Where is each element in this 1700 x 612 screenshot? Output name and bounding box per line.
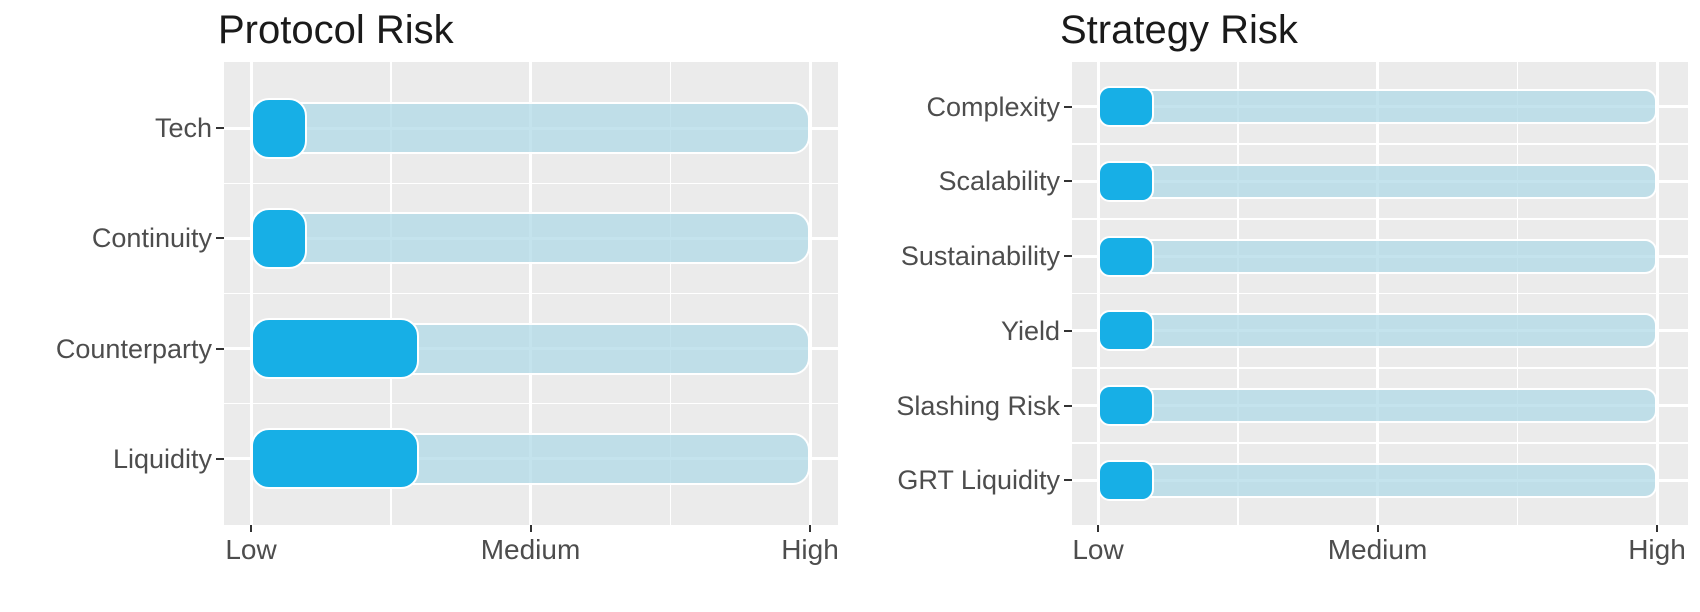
x-axis-label: Medium: [480, 534, 581, 565]
category-label: Scalability: [938, 166, 1060, 197]
category-label: Yield: [1000, 315, 1060, 346]
x-axis-tick: [529, 525, 532, 532]
risk-track-bar: [251, 102, 810, 155]
risk-value-bar: [1098, 235, 1154, 277]
category-label: GRT Liquidity: [897, 465, 1060, 496]
x-axis-tick: [1376, 525, 1379, 532]
x-axis-tick: [809, 525, 811, 532]
y-axis-tick: [1064, 255, 1072, 258]
category-label: Counterparty: [55, 333, 212, 364]
risk-value-bar: [1098, 310, 1154, 352]
y-axis-tick: [216, 237, 224, 240]
category-label: Slashing Risk: [896, 390, 1060, 421]
risk-value-bar: [251, 318, 419, 380]
risk-track-bar: [1098, 388, 1657, 424]
minor-gridline: [224, 182, 838, 184]
x-axis-label: High: [781, 534, 839, 565]
category-label: Liquidity: [112, 443, 212, 474]
x-axis-label: Low: [225, 534, 277, 565]
y-axis-tick: [1064, 479, 1072, 482]
x-axis-tick: [1097, 525, 1099, 532]
protocol-risk-plot-panel: [224, 62, 838, 525]
y-axis-tick: [216, 457, 224, 460]
risk-track-bar: [1098, 238, 1657, 274]
y-axis-tick: [1064, 180, 1072, 183]
risk-value-bar: [251, 428, 419, 490]
risk-track-bar: [1098, 89, 1657, 125]
strategy-risk-title: Strategy Risk: [1060, 8, 1298, 52]
risk-track-bar: [1098, 313, 1657, 349]
x-axis-label: Medium: [1327, 534, 1428, 565]
y-axis-tick: [1064, 105, 1072, 108]
x-axis-label: Low: [1072, 534, 1124, 565]
minor-gridline: [1072, 143, 1688, 145]
risk-track-bar: [1098, 163, 1657, 199]
category-label: Sustainability: [900, 241, 1060, 272]
minor-gridline: [1072, 367, 1688, 369]
x-axis-tick: [1656, 525, 1658, 532]
risk-value-bar: [1098, 160, 1154, 202]
y-axis-tick: [216, 127, 224, 130]
x-axis-tick: [250, 525, 252, 532]
minor-gridline: [1072, 218, 1688, 220]
risk-value-bar: [251, 207, 307, 269]
minor-gridline: [224, 402, 838, 405]
category-label: Tech: [154, 113, 212, 144]
protocol-risk-title: Protocol Risk: [218, 8, 454, 52]
risk-track-bar: [1098, 462, 1657, 498]
y-axis-tick: [1064, 404, 1072, 407]
risk-value-bar: [1098, 459, 1154, 501]
strategy-risk-plot-panel: [1072, 62, 1688, 525]
minor-gridline: [1072, 442, 1688, 444]
minor-gridline: [224, 292, 838, 295]
minor-gridline: [1072, 292, 1688, 295]
risk-value-bar: [1098, 385, 1154, 427]
y-axis-tick: [1064, 329, 1072, 332]
x-axis-label: High: [1628, 534, 1686, 565]
risk-value-bar: [1098, 86, 1154, 128]
y-axis-tick: [216, 347, 224, 350]
category-label: Continuity: [91, 223, 212, 254]
category-label: Complexity: [926, 91, 1060, 122]
risk-value-bar: [251, 97, 307, 159]
